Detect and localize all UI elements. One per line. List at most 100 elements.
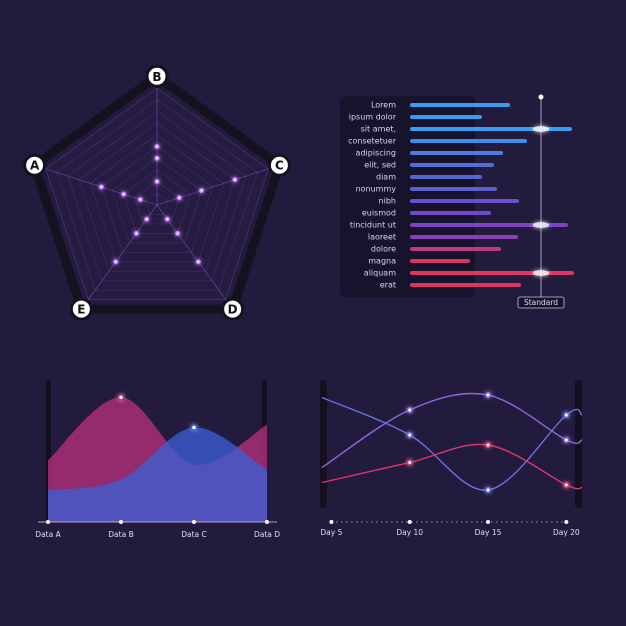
x-tick	[564, 520, 569, 524]
x-tick-label: Data D	[254, 530, 280, 539]
bar-label: diam	[376, 173, 396, 182]
standard-top-dot	[538, 94, 544, 100]
radar-point	[121, 191, 127, 197]
bar	[410, 271, 574, 275]
bar-label: dolore	[371, 245, 396, 254]
line-point	[485, 487, 491, 493]
bar	[410, 247, 501, 251]
line-point	[406, 459, 413, 466]
radar-point	[198, 187, 205, 194]
standard-label: Standard	[524, 298, 558, 307]
radar-axis-label: E	[77, 303, 85, 317]
bar	[410, 259, 470, 263]
radar-point	[175, 230, 181, 236]
bar-label: Lorem	[371, 101, 396, 110]
standard-crossing-glow	[533, 222, 549, 228]
radar-label-badge	[221, 297, 245, 321]
x-tick	[192, 520, 196, 524]
radar-point	[137, 197, 143, 203]
bar-label: nibh	[379, 197, 396, 206]
bar	[410, 175, 482, 179]
line-point	[485, 442, 491, 448]
line-point	[563, 412, 570, 418]
radar-point	[154, 143, 160, 150]
radar-frame	[30, 71, 284, 314]
line-point	[563, 437, 570, 443]
radar-point	[154, 179, 160, 185]
radar-point	[195, 259, 201, 265]
line	[321, 392, 583, 469]
radar-ring	[100, 146, 214, 253]
bar-label: aliquam	[364, 269, 396, 278]
bar-label: sit amet,	[361, 125, 396, 134]
radar-ring	[145, 192, 169, 215]
line-point	[406, 407, 413, 413]
x-tick-label: Day 20	[553, 528, 580, 537]
radar-point	[113, 259, 119, 265]
standard-crossing-glow	[533, 270, 549, 276]
line-point	[406, 432, 413, 438]
area-peak	[117, 394, 125, 401]
radar-ring	[67, 110, 247, 282]
x-tick	[486, 520, 491, 524]
bar-label: laoreet	[368, 233, 396, 242]
x-tick	[407, 520, 412, 524]
bar	[410, 211, 491, 215]
bar-label: tincidunt ut	[350, 221, 396, 230]
bar-label: ipsum dolor	[349, 113, 397, 122]
bar	[410, 127, 572, 131]
radar-point	[133, 230, 139, 236]
radar-ring	[89, 134, 225, 263]
bar-label: elit, sed	[364, 161, 396, 170]
radar-label-badge	[23, 153, 47, 177]
radar-axis-label: C	[275, 159, 284, 173]
bar	[410, 283, 521, 287]
area-peak	[190, 424, 198, 431]
bar-label: erat	[380, 281, 396, 290]
radar-axis-label: B	[152, 70, 161, 84]
radar-point	[98, 184, 104, 190]
radar-ring	[134, 181, 180, 225]
radar-axis-label: A	[30, 159, 40, 173]
bar-label: consetetuer	[348, 137, 397, 146]
radar-label-badge	[267, 153, 291, 177]
radar-ring	[56, 99, 258, 291]
bar	[410, 115, 482, 119]
x-tick-label: Day 5	[320, 528, 342, 537]
x-tick-label: Data A	[35, 530, 61, 539]
bar	[410, 187, 497, 191]
radar-label-badge	[145, 64, 169, 88]
x-tick-label: Day 15	[475, 528, 502, 537]
bar-label: nonummy	[356, 185, 397, 194]
radar-label-badge	[69, 297, 93, 321]
standard-crossing-glow	[533, 126, 549, 132]
bar	[410, 151, 503, 155]
radar-spoke	[156, 168, 269, 206]
line-point	[485, 392, 491, 398]
area	[48, 427, 267, 522]
radar-point	[144, 216, 150, 222]
radar-axis-label: D	[228, 303, 238, 317]
bar	[410, 139, 527, 143]
radar-ring	[78, 122, 236, 272]
x-tick	[119, 520, 123, 524]
x-tick	[329, 520, 334, 524]
x-tick	[265, 520, 269, 524]
radar-ring	[112, 157, 202, 244]
bar	[410, 103, 510, 107]
radar-point	[176, 195, 182, 201]
line-left-rail	[320, 380, 327, 508]
bar-label: adipiscing	[356, 149, 396, 158]
bar	[410, 199, 519, 203]
line-point	[563, 482, 570, 488]
x-tick	[46, 520, 50, 524]
radar-point	[164, 216, 170, 222]
standard-badge	[517, 296, 565, 309]
bar	[410, 163, 494, 167]
radar-point	[154, 155, 160, 161]
radar-ring	[123, 169, 191, 234]
bar	[410, 235, 518, 239]
bar-panel	[340, 96, 475, 297]
bar	[410, 223, 568, 227]
